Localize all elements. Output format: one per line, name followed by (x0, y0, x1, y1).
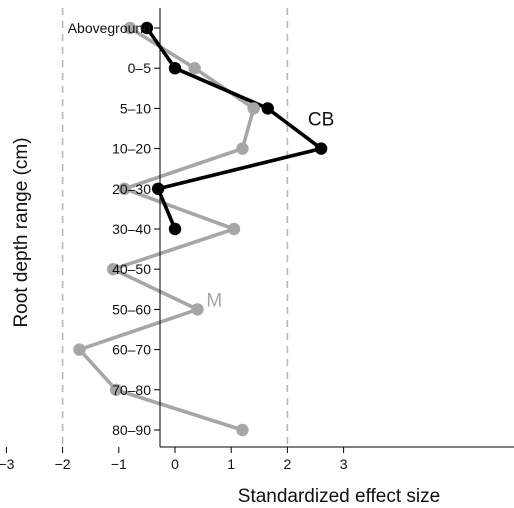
x-axis-title: Standardized effect size (238, 486, 440, 507)
y-tick-label: Aboveground (68, 20, 151, 36)
y-axis-title: Root depth range (cm) (11, 137, 32, 327)
series-labels: M CB (206, 109, 334, 311)
data-point-m (188, 61, 201, 75)
x-tick-label: −1 (111, 456, 127, 472)
data-point-m (123, 21, 137, 35)
x-tick-label: 3 (340, 456, 348, 472)
axes: −3 −2 −1 0 1 2 3 Aboveground 0–5 5–10 10–20 20–30 3… (0, 8, 514, 472)
series-label-cb: CB (308, 109, 334, 130)
data-point-cb (140, 21, 154, 35)
y-tick-label: 60–70 (112, 342, 151, 358)
data-point-cb (168, 222, 182, 236)
data-point-cb (314, 142, 328, 155)
data-point-cb (261, 102, 274, 115)
x-tick-label: −2 (55, 456, 71, 472)
x-tick-label: 0 (171, 456, 179, 472)
x-tick-label: 2 (284, 456, 292, 472)
data-point-m (118, 182, 131, 195)
series-points (73, 21, 328, 437)
data-point-cb (168, 61, 182, 75)
data-point-m (106, 263, 120, 276)
y-tick-label: 80–90 (112, 422, 151, 438)
data-point-m (227, 222, 241, 236)
data-point-m (73, 343, 86, 356)
y-tick-label: 30–40 (112, 221, 151, 237)
plot-area: M CB (61, 8, 334, 447)
data-point-m (191, 303, 204, 316)
data-point-m (109, 383, 123, 396)
y-tick-label: 10–20 (112, 141, 151, 157)
series-line-cb (145, 26, 323, 231)
y-tick-label: 40–50 (112, 261, 151, 277)
y-tick-label: 20–30 (112, 181, 151, 197)
series-label-m: M (206, 290, 222, 311)
series-line-m (77, 26, 256, 432)
y-tick-label: 5–10 (120, 100, 151, 116)
x-tick-label: −3 (0, 456, 15, 472)
x-tick-label: 1 (227, 456, 235, 472)
y-tick-label: 70–80 (112, 382, 151, 398)
reference-lines (61, 8, 289, 447)
y-tick-label: 50–60 (112, 301, 151, 317)
x-axis: −3 −2 −1 0 1 2 3 (0, 447, 348, 472)
y-axis: Aboveground 0–5 5–10 10–20 20–30 30–40 40–50 50… (68, 20, 160, 438)
data-point-m (236, 423, 249, 437)
y-tick-label: 0–5 (128, 60, 152, 76)
data-point-m (247, 102, 260, 115)
data-point-m (236, 142, 249, 155)
